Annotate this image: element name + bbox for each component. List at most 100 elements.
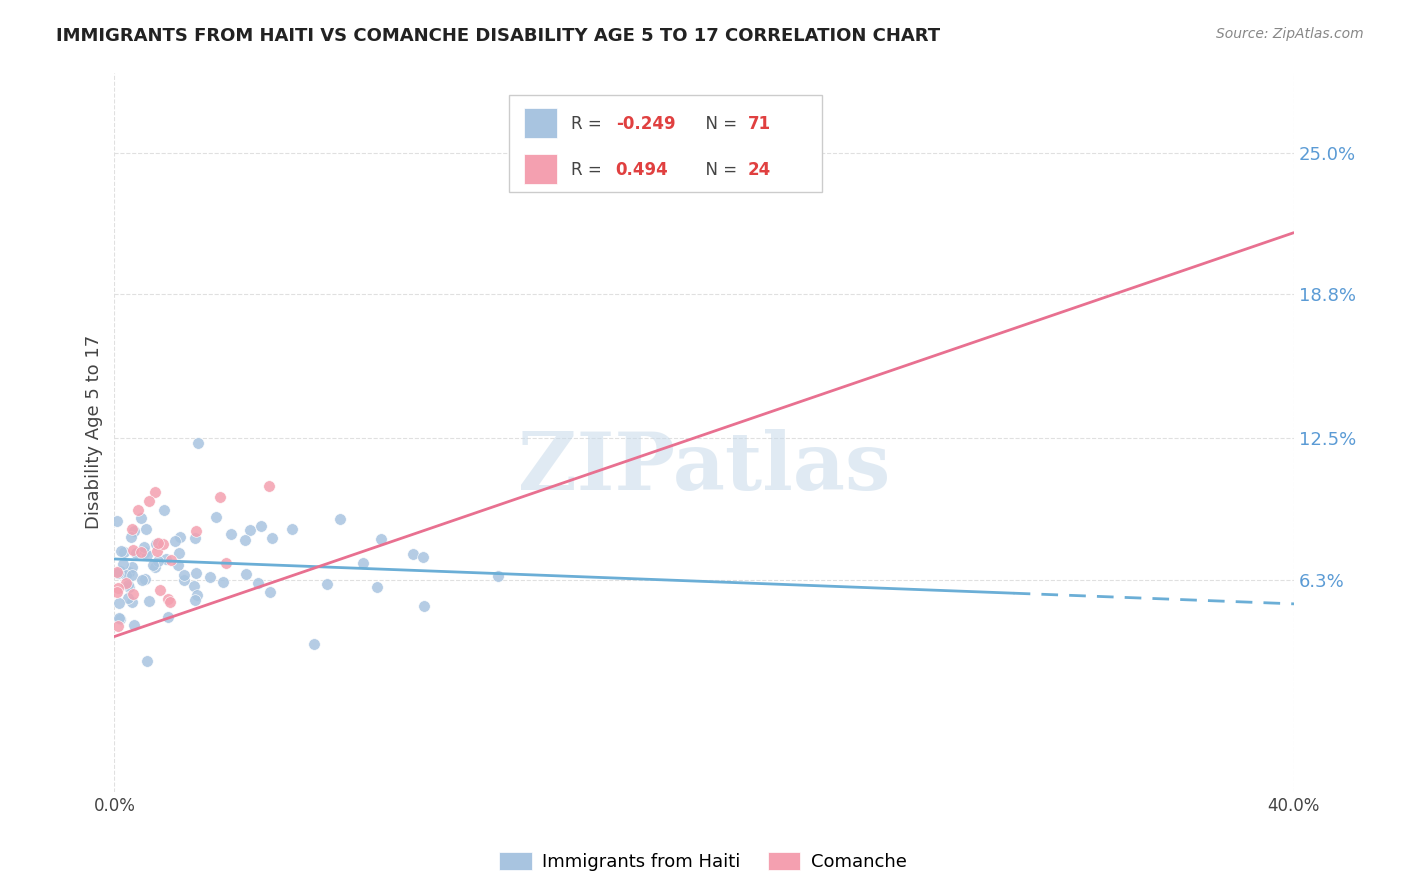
Point [184,593,207,607]
Point [160,553,183,567]
Point [157,592,180,607]
Point [302,636,325,650]
Text: 24: 24 [748,161,770,179]
Point [315,576,337,591]
Point [329,512,352,526]
Point [187,436,209,450]
Point [117,591,139,605]
Point [127,503,149,517]
Point [167,558,190,572]
Point [115,568,138,582]
Point [122,587,145,601]
Point [159,595,181,609]
Point [143,560,166,574]
Point [112,545,135,559]
Point [107,611,129,625]
Point [146,536,169,550]
Text: R =: R = [571,161,612,179]
Point [212,574,235,589]
FancyBboxPatch shape [509,95,823,192]
Point [412,549,434,564]
FancyBboxPatch shape [523,108,557,138]
Point [401,548,423,562]
Point [173,568,195,582]
Text: -0.249: -0.249 [616,115,675,133]
Point [209,490,232,504]
Point [121,522,143,536]
Point [146,554,169,568]
Point [136,655,159,669]
Point [184,566,207,580]
Point [142,558,165,572]
Point [131,573,153,587]
Point [186,524,208,539]
Point [129,545,152,559]
Text: 0.494: 0.494 [616,161,668,179]
Point [149,582,172,597]
Point [146,543,169,558]
Point [186,588,208,602]
Point [110,544,132,558]
Point [249,518,271,533]
Point [370,533,392,547]
Point [486,568,509,582]
Point [121,595,143,609]
Text: R =: R = [571,115,607,133]
Point [184,532,207,546]
Text: IMMIGRANTS FROM HAITI VS COMANCHE DISABILITY AGE 5 TO 17 CORRELATION CHART: IMMIGRANTS FROM HAITI VS COMANCHE DISABI… [56,27,941,45]
Point [121,559,143,574]
Point [219,527,242,541]
Text: N =: N = [695,161,742,179]
FancyBboxPatch shape [523,153,557,184]
Point [173,573,195,587]
Point [105,584,128,599]
Point [239,523,262,537]
Point [169,546,191,560]
Point [122,542,145,557]
Text: 71: 71 [748,115,770,133]
Point [134,572,156,586]
Point [108,612,131,626]
Point [678,148,700,162]
Point [143,485,166,500]
Legend: Immigrants from Haiti, Comanche: Immigrants from Haiti, Comanche [492,845,914,879]
Point [163,533,186,548]
Point [352,557,374,571]
Point [118,565,141,579]
Point [205,509,228,524]
Point [118,580,141,594]
Point [132,540,155,554]
Point [153,503,176,517]
Point [122,618,145,632]
Point [121,567,143,582]
Point [413,599,436,613]
Point [152,537,174,551]
Point [259,585,281,599]
Point [134,545,156,559]
Point [246,576,269,591]
Point [235,566,257,581]
Point [107,619,129,633]
Point [366,580,388,594]
Text: ZIPatlas: ZIPatlas [517,429,890,508]
Point [107,581,129,595]
Point [215,556,238,570]
Point [124,546,146,560]
Point [138,594,160,608]
Point [110,565,132,579]
Text: N =: N = [695,115,742,133]
Point [157,610,180,624]
Point [135,548,157,562]
Point [111,558,134,572]
Point [107,596,129,610]
Point [281,522,304,536]
Point [233,533,256,547]
Point [105,565,128,579]
Point [155,551,177,566]
Text: Source: ZipAtlas.com: Source: ZipAtlas.com [1216,27,1364,41]
Point [257,479,280,493]
Point [129,511,152,525]
Point [135,522,157,536]
Point [107,566,129,580]
Point [200,570,222,584]
